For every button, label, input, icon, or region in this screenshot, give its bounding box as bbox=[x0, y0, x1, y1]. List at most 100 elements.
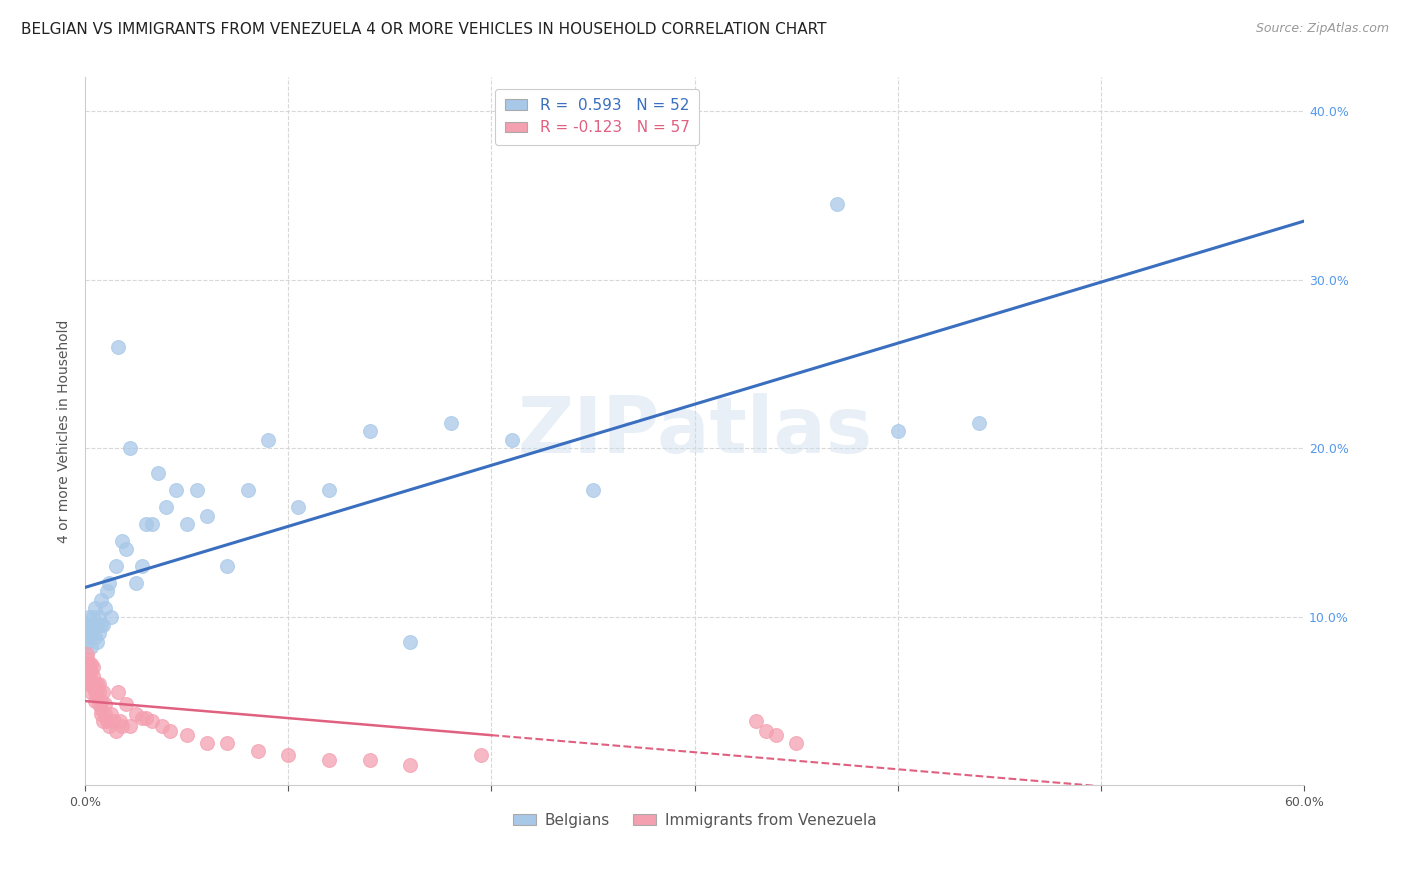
Point bbox=[86, 690, 108, 705]
Point bbox=[111, 533, 134, 548]
Point bbox=[93, 685, 115, 699]
Point bbox=[359, 424, 381, 438]
Point bbox=[84, 630, 107, 644]
Point bbox=[77, 657, 100, 671]
Point bbox=[100, 609, 122, 624]
Point bbox=[159, 724, 181, 739]
Point bbox=[195, 508, 218, 523]
Point bbox=[86, 618, 108, 632]
Point bbox=[82, 681, 104, 695]
Point bbox=[785, 736, 807, 750]
Point bbox=[114, 697, 136, 711]
Point bbox=[104, 724, 127, 739]
Point bbox=[108, 714, 131, 728]
Point bbox=[131, 559, 153, 574]
Point bbox=[82, 660, 104, 674]
Point bbox=[77, 618, 100, 632]
Point bbox=[100, 707, 122, 722]
Point bbox=[80, 673, 103, 688]
Point bbox=[94, 601, 117, 615]
Point bbox=[94, 707, 117, 722]
Point bbox=[440, 416, 463, 430]
Point bbox=[125, 575, 148, 590]
Point bbox=[89, 609, 111, 624]
Point bbox=[80, 657, 103, 671]
Point bbox=[582, 483, 605, 498]
Point bbox=[107, 685, 129, 699]
Point bbox=[755, 724, 778, 739]
Point bbox=[135, 711, 157, 725]
Point bbox=[84, 694, 107, 708]
Point bbox=[399, 757, 422, 772]
Point bbox=[359, 753, 381, 767]
Point bbox=[318, 483, 340, 498]
Point bbox=[118, 441, 141, 455]
Point bbox=[76, 623, 98, 637]
Point bbox=[89, 677, 111, 691]
Point bbox=[150, 719, 173, 733]
Point bbox=[82, 609, 104, 624]
Point bbox=[118, 719, 141, 733]
Point bbox=[86, 635, 108, 649]
Point bbox=[96, 714, 118, 728]
Point bbox=[90, 592, 112, 607]
Point bbox=[90, 694, 112, 708]
Point bbox=[89, 626, 111, 640]
Point bbox=[125, 707, 148, 722]
Point bbox=[76, 651, 98, 665]
Point bbox=[114, 542, 136, 557]
Point bbox=[287, 500, 309, 514]
Point bbox=[217, 559, 239, 574]
Point bbox=[77, 609, 100, 624]
Point bbox=[176, 727, 198, 741]
Point bbox=[501, 433, 523, 447]
Y-axis label: 4 or more Vehicles in Household: 4 or more Vehicles in Household bbox=[58, 319, 72, 543]
Point bbox=[90, 618, 112, 632]
Point bbox=[80, 685, 103, 699]
Point bbox=[84, 618, 107, 632]
Point bbox=[195, 736, 218, 750]
Point bbox=[277, 747, 299, 762]
Point bbox=[80, 640, 103, 654]
Point bbox=[77, 668, 100, 682]
Point bbox=[82, 623, 104, 637]
Point bbox=[257, 433, 280, 447]
Point bbox=[98, 719, 121, 733]
Point bbox=[217, 736, 239, 750]
Point bbox=[825, 196, 848, 211]
Point bbox=[76, 660, 98, 674]
Text: BELGIAN VS IMMIGRANTS FROM VENEZUELA 4 OR MORE VEHICLES IN HOUSEHOLD CORRELATION: BELGIAN VS IMMIGRANTS FROM VENEZUELA 4 O… bbox=[21, 22, 827, 37]
Point bbox=[90, 707, 112, 722]
Point bbox=[148, 467, 170, 481]
Point bbox=[155, 500, 177, 514]
Point bbox=[80, 618, 103, 632]
Point bbox=[84, 677, 107, 691]
Point bbox=[318, 753, 340, 767]
Point bbox=[98, 575, 121, 590]
Text: ZIPatlas: ZIPatlas bbox=[517, 393, 872, 469]
Point bbox=[765, 727, 787, 741]
Point bbox=[80, 626, 103, 640]
Point bbox=[107, 340, 129, 354]
Point bbox=[77, 677, 100, 691]
Point bbox=[967, 416, 990, 430]
Point bbox=[86, 677, 108, 691]
Point bbox=[246, 744, 269, 758]
Point bbox=[90, 702, 112, 716]
Point bbox=[166, 483, 188, 498]
Point bbox=[93, 618, 115, 632]
Point bbox=[89, 685, 111, 699]
Point bbox=[399, 635, 422, 649]
Point bbox=[141, 516, 163, 531]
Point bbox=[141, 714, 163, 728]
Point bbox=[93, 714, 115, 728]
Point bbox=[94, 697, 117, 711]
Point bbox=[76, 647, 98, 661]
Point bbox=[111, 719, 134, 733]
Point bbox=[76, 635, 98, 649]
Point bbox=[84, 685, 107, 699]
Point bbox=[236, 483, 259, 498]
Point bbox=[470, 747, 492, 762]
Point bbox=[186, 483, 208, 498]
Point bbox=[104, 559, 127, 574]
